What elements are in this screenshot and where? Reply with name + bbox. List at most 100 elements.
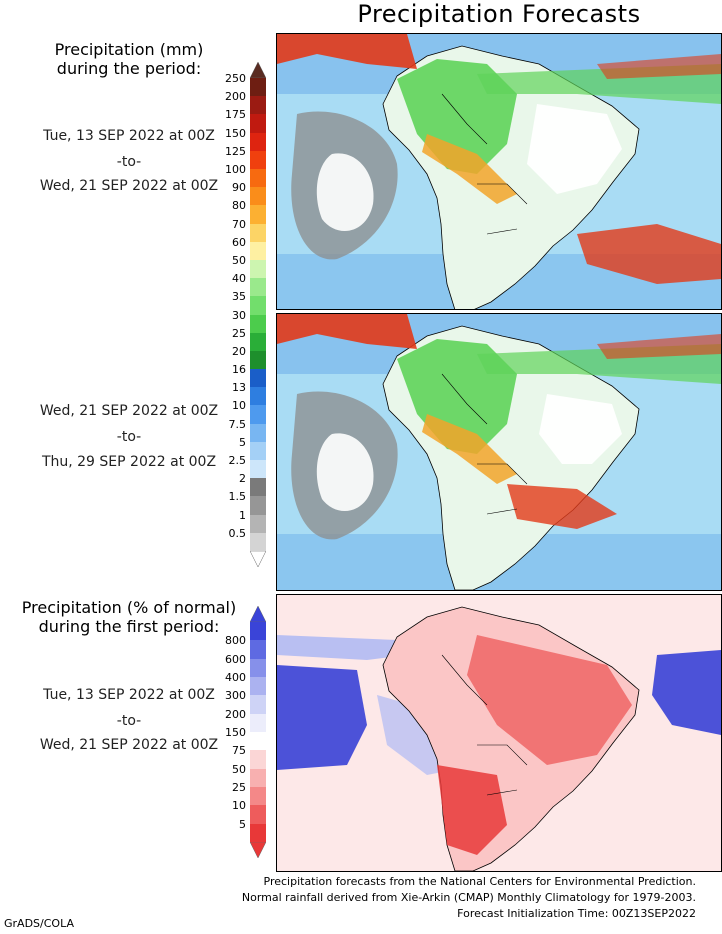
period2-to: -to- (116, 429, 142, 445)
colorbar-swatch (250, 278, 266, 297)
period1-start: Tue, 13 SEP 2022 at 00Z (43, 128, 215, 144)
wet-anomaly-south-atlantic (652, 650, 721, 735)
colorbar-tick-label: 13 (232, 381, 246, 395)
andes-rain-band (422, 414, 517, 484)
dry-northeast-brazil (539, 394, 622, 464)
heavy-rain-south-atlantic (507, 484, 617, 529)
colorbar-tick-label: 40 (232, 272, 246, 286)
precip-mm-heading: Precipitation (mm) during the period: (0, 40, 258, 78)
colorbar-swatch (250, 369, 266, 388)
colorbar-swatch (250, 78, 266, 97)
precip-pct-colorbar: 800 600 400 300 200 150 75 50 25 10 5 (225, 606, 266, 858)
colorbar-tick-label: 25 (232, 781, 246, 794)
colorbar-swatch (250, 805, 266, 825)
colorbar-swatch (250, 713, 266, 733)
colorbar-swatch (250, 96, 266, 115)
period3-start: Tue, 13 SEP 2022 at 00Z (43, 687, 215, 703)
map-panel-anomaly (276, 594, 722, 872)
country-borders (441, 373, 528, 515)
colorbar-swatch (250, 478, 266, 497)
wet-anomaly-east-pacific (277, 665, 367, 770)
colorbar-tick-label: 25 (232, 326, 246, 340)
dry-core-zone (316, 433, 374, 511)
footer-line-init: Forecast Initialization Time: 00Z13SEP20… (457, 907, 696, 920)
colorbar-tick-label: 50 (232, 253, 246, 267)
colorbar-swatch (250, 787, 266, 806)
colorbar-swatch (250, 223, 266, 243)
colorbar-swatch (250, 405, 266, 425)
precip-map-period2 (277, 314, 721, 590)
colorbar-tick-label: 75 (232, 744, 246, 758)
colorbar-top-cap (250, 606, 266, 622)
footer-line-normal: Normal rainfall derived from Xie-Arkin (… (241, 891, 696, 904)
map-panel-period2 (276, 313, 722, 591)
colorbar-tick-label: 60 (232, 235, 246, 249)
colorbar-tick-label: 2 (239, 472, 246, 486)
precip-mm-colorbar: 250 200 175 150 125 100 90 80 70 60 50 40 35 30 25 20 16… (225, 62, 266, 567)
precip-mm-heading-line1: Precipitation (mm) (54, 40, 204, 59)
grads-credit: GrADS/COLA (4, 917, 74, 930)
colorbar-tick-label: 10 (232, 399, 246, 413)
colorbar-swatch (250, 114, 266, 134)
colorbar-tick-label: 125 (225, 144, 246, 158)
colorbar-swatch (250, 496, 266, 516)
footer-line-source: Precipitation forecasts from the Nationa… (263, 875, 697, 888)
colorbar-tick-label: 5 (239, 435, 246, 449)
colorbar-tick-label: 70 (232, 217, 246, 231)
colorbar-tick-label: 800 (225, 634, 246, 648)
colorbar-tick-label: 90 (232, 181, 246, 195)
colorbar-tick-label: 175 (225, 108, 246, 122)
period1-to: -to- (116, 154, 142, 170)
colorbar-swatch (250, 168, 266, 188)
dry-core-zone (316, 153, 374, 231)
colorbar-tick-label: 1 (239, 508, 246, 522)
colorbar-swatch (250, 132, 266, 152)
precip-anomaly-map (277, 595, 721, 871)
colorbar-tick-label: 0.5 (228, 526, 247, 540)
precip-mm-heading-line2: during the period: (56, 59, 202, 78)
light-wet-anomaly-north (277, 635, 407, 660)
itcz-heavy-core (597, 54, 721, 79)
colorbar-tick-label: 10 (232, 799, 246, 813)
colorbar-tick-label: 5 (239, 817, 246, 831)
colorbar-tick-label: 1.5 (228, 490, 247, 504)
colorbar-top-cap (250, 62, 266, 78)
colorbar-swatch (250, 768, 266, 788)
colorbar-swatch (250, 640, 266, 660)
colorbar-tick-label: 400 (225, 671, 246, 684)
heavy-rain-northwest (277, 314, 417, 349)
colorbar-swatch (250, 658, 266, 678)
colorbar-swatch (250, 423, 266, 443)
heavy-rain-south-atlantic (577, 224, 721, 284)
colorbar-swatch (250, 750, 266, 770)
itcz-heavy-core (597, 334, 721, 359)
colorbar-tick-label: 7.5 (228, 417, 247, 431)
colorbar-bottom-cap (250, 551, 266, 567)
colorbar-swatch (250, 150, 266, 170)
colorbar-swatch (250, 695, 266, 715)
colorbar-tick-label: 250 (225, 72, 246, 85)
country-borders (441, 93, 528, 235)
colorbar-tick-label: 20 (232, 344, 246, 358)
colorbar-swatch (250, 677, 266, 696)
colorbar-bottom-cap (250, 842, 266, 858)
colorbar-swatch (250, 732, 266, 751)
period2-start: Wed, 21 SEP 2022 at 00Z (39, 403, 219, 419)
andes-rain-band (422, 134, 517, 204)
colorbar-swatch (250, 460, 266, 479)
precip-map-period1 (277, 34, 721, 309)
colorbar-tick-label: 200 (225, 90, 246, 104)
dry-anomaly-brazil (467, 635, 632, 765)
colorbar-swatch (250, 532, 266, 552)
map-panel-period1 (276, 33, 722, 310)
colorbar-tick-label: 150 (225, 726, 246, 739)
colorbar-tick-label: 30 (232, 308, 246, 322)
colorbar-tick-label: 2.5 (228, 454, 247, 468)
precip-pct-heading-line1: Precipitation (% of normal) (21, 598, 237, 617)
colorbar-swatch (250, 441, 266, 461)
footer-notes: Precipitation forecasts from the Nationa… (242, 874, 696, 922)
colorbar-swatch (250, 296, 266, 315)
colorbar-swatch (250, 332, 266, 352)
period3-to: -to- (116, 713, 142, 729)
precip-pct-heading-line2: during the first period: (38, 617, 220, 636)
